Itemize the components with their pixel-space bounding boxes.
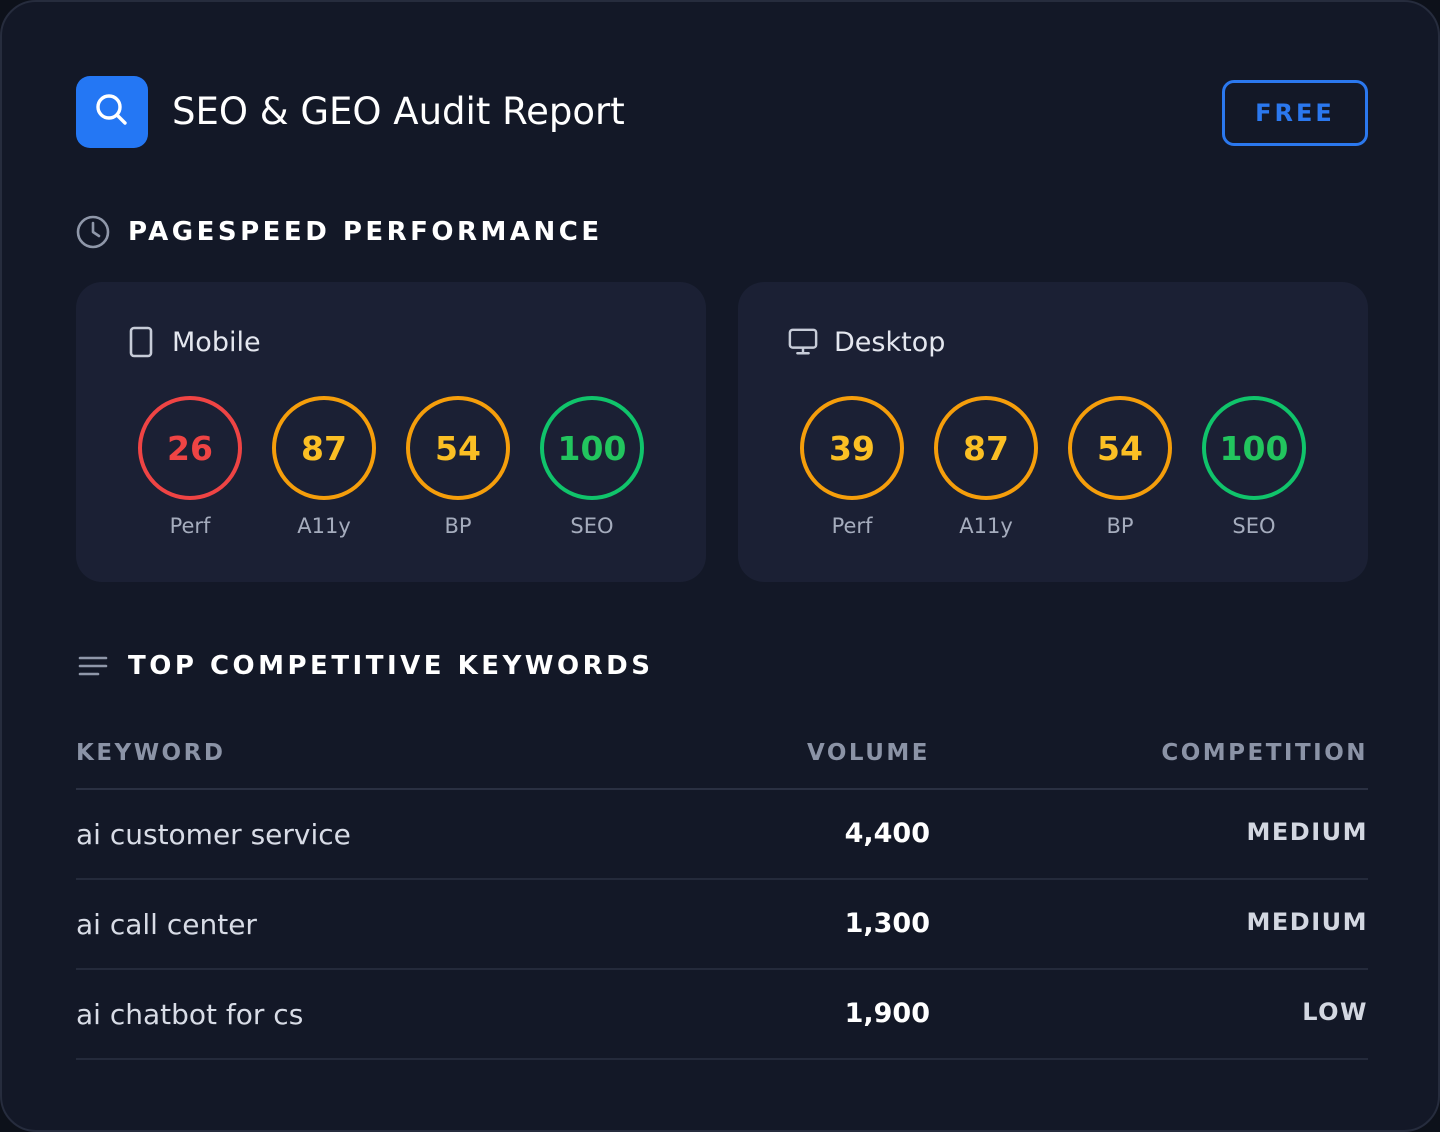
device-name: Desktop [834,326,946,358]
keywords-section-title: TOP COMPETITIVE KEYWORDS [76,648,653,684]
score-best-practices: 54 BP [406,396,510,538]
score-accessibility: 87 A11y [934,396,1038,538]
pagespeed-section-title: PAGESPEED PERFORMANCE [76,214,603,250]
report-title: SEO & GEO Audit Report [172,90,625,133]
table-row[interactable]: ai call center 1,300 MEDIUM [76,880,1368,970]
keyword-cell: ai customer service [76,818,351,851]
score-label: BP [444,514,472,538]
smartphone-icon [126,325,156,359]
panel-header: Desktop [788,324,945,360]
panel-header: Mobile [126,324,261,360]
keyword-cell: ai call center [76,908,257,941]
app-logo [76,76,148,148]
score-ring: 54 [406,396,510,500]
score-seo: 100 SEO [540,396,644,538]
search-icon [92,90,132,134]
score-ring: 100 [1202,396,1306,500]
score-ring: 87 [934,396,1038,500]
column-header-keyword[interactable]: KEYWORD [76,740,226,766]
list-icon [76,649,110,683]
competition-cell: MEDIUM [1246,818,1368,846]
score-perf: 39 Perf [800,396,904,538]
score-ring: 54 [1068,396,1172,500]
keywords-table: KEYWORD VOLUME COMPETITION ai customer s… [76,724,1368,1060]
score-label: BP [1106,514,1134,538]
score-ring: 39 [800,396,904,500]
score-seo: 100 SEO [1202,396,1306,538]
mobile-scores-panel: Mobile 26 Perf 87 A11y 54 BP 100 SEO [76,282,706,582]
table-row[interactable]: ai chatbot for cs 1,900 LOW [76,970,1368,1060]
score-label: Perf [831,514,873,538]
table-header: KEYWORD VOLUME COMPETITION [76,724,1368,790]
score-ring: 26 [138,396,242,500]
section-label: TOP COMPETITIVE KEYWORDS [128,651,654,681]
column-header-competition[interactable]: COMPETITION [1161,740,1368,766]
volume-cell: 4,400 [844,818,930,849]
desktop-scores-panel: Desktop 39 Perf 87 A11y 54 BP 100 SEO [738,282,1368,582]
score-list: 26 Perf 87 A11y 54 BP 100 SEO [138,396,644,538]
device-name: Mobile [172,326,261,358]
table-row[interactable]: ai customer service 4,400 MEDIUM [76,790,1368,880]
report-header: SEO & GEO Audit Report FREE [76,76,1368,148]
score-ring: 87 [272,396,376,500]
score-label: Perf [169,514,211,538]
clock-icon [76,215,110,249]
score-perf: 26 Perf [138,396,242,538]
volume-cell: 1,900 [844,998,930,1029]
competition-cell: LOW [1302,998,1368,1026]
competition-cell: MEDIUM [1246,908,1368,936]
score-list: 39 Perf 87 A11y 54 BP 100 SEO [800,396,1306,538]
keyword-cell: ai chatbot for cs [76,998,304,1031]
score-label: SEO [570,514,614,538]
score-label: A11y [959,514,1013,538]
score-label: A11y [297,514,351,538]
score-accessibility: 87 A11y [272,396,376,538]
section-label: PAGESPEED PERFORMANCE [128,217,603,247]
plan-badge[interactable]: FREE [1222,80,1368,146]
monitor-icon [788,325,818,359]
score-best-practices: 54 BP [1068,396,1172,538]
score-label: SEO [1232,514,1276,538]
volume-cell: 1,300 [844,908,930,939]
score-ring: 100 [540,396,644,500]
column-header-volume[interactable]: VOLUME [806,740,930,766]
